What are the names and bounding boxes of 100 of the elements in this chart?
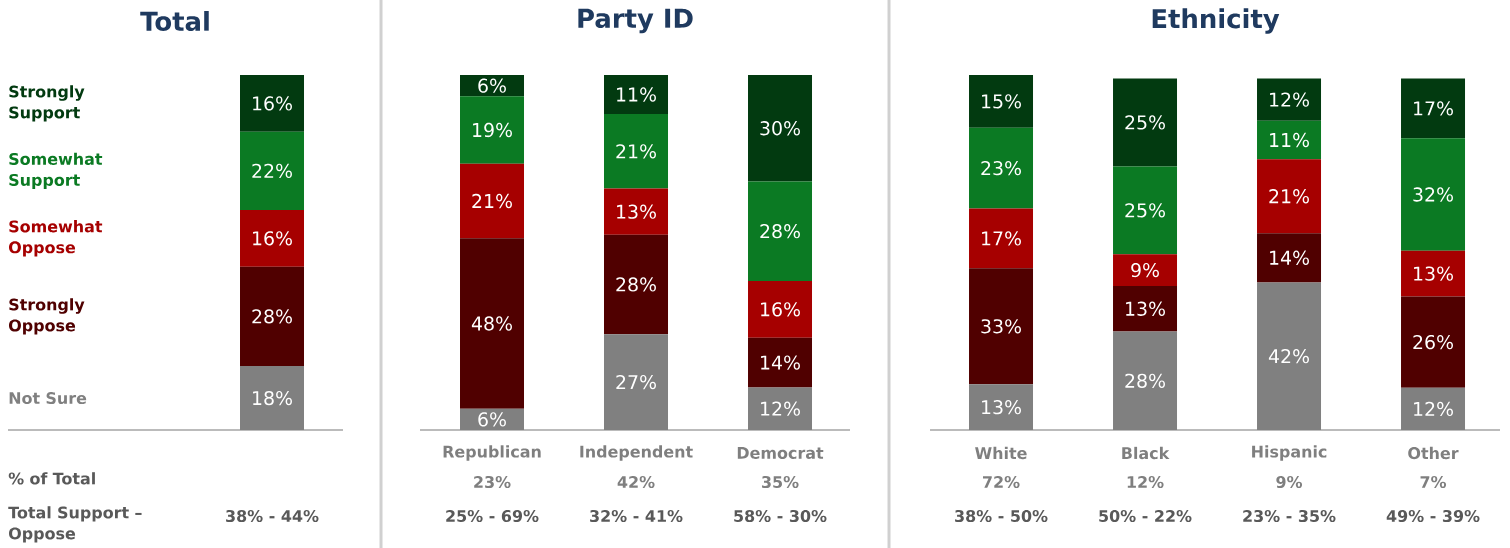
data-label: 21%	[472, 193, 512, 209]
bar	[748, 280, 813, 338]
bar	[460, 238, 524, 409]
bar	[969, 384, 1034, 430]
data-label: 28%	[252, 309, 292, 324]
data-label: 17%	[982, 231, 1021, 246]
bar	[969, 75, 1034, 128]
text: Somewhat Support	[9, 152, 103, 190]
bar	[748, 75, 813, 182]
data-label: 25%	[1125, 203, 1165, 218]
bar	[1257, 282, 1322, 430]
data-label: 42%	[1268, 349, 1309, 364]
x-tick-label: Black	[1122, 446, 1170, 460]
text: Strongly Support	[9, 85, 85, 122]
text: Not Sure	[9, 392, 87, 405]
text: 25% - 69%	[446, 509, 539, 523]
data-label: 26%	[1413, 334, 1453, 350]
data-label: 32%	[1413, 187, 1453, 202]
data-label: 21%	[616, 144, 656, 159]
x-tick-label: Republican	[443, 445, 541, 461]
bar	[604, 234, 669, 335]
bar	[1401, 250, 1466, 297]
data-label: 28%	[1125, 373, 1165, 388]
bar	[1113, 331, 1178, 430]
text: 9%	[1276, 475, 1303, 489]
text: 23% - 35%	[1243, 509, 1336, 523]
data-label: 30%	[760, 121, 800, 136]
bar	[1257, 159, 1322, 234]
data-label: 16%	[761, 302, 800, 317]
bar	[969, 208, 1034, 269]
bar	[748, 337, 813, 388]
chart-title: Ethnicity	[1152, 8, 1280, 34]
data-label: 23%	[981, 160, 1021, 176]
bar	[240, 209, 304, 267]
data-label: 12%	[761, 401, 800, 416]
bar	[460, 163, 524, 239]
bar	[1401, 78, 1466, 139]
bar	[1257, 78, 1322, 121]
bar	[460, 96, 524, 164]
data-label: 14%	[1270, 250, 1309, 265]
bar	[969, 268, 1034, 385]
data-label: 12%	[1414, 401, 1453, 417]
chart-title: Party ID	[578, 8, 693, 34]
bar	[748, 181, 813, 281]
chart-title: Total	[140, 10, 209, 32]
bar	[604, 114, 669, 189]
text: 49% - 39%	[1386, 509, 1480, 523]
x-tick-label: Independent	[580, 445, 693, 461]
text: 72%	[983, 475, 1020, 489]
text: 38% - 50%	[955, 509, 1048, 523]
bar	[240, 366, 304, 430]
data-label: 9%	[1131, 262, 1159, 278]
bar	[1257, 120, 1322, 160]
bar	[748, 387, 813, 430]
data-label: 13%	[617, 204, 656, 219]
text: Strongly Oppose	[9, 298, 85, 335]
x-tick-label: Hispanic	[1252, 445, 1327, 461]
text: 23%	[474, 475, 511, 489]
bar	[1113, 166, 1178, 255]
data-label: 13%	[982, 400, 1021, 415]
data-label: 25%	[1125, 115, 1165, 130]
x-tick-label: White	[975, 446, 1027, 460]
bar	[1113, 78, 1178, 167]
data-label: 13%	[1414, 266, 1453, 281]
data-label: 6%	[478, 78, 506, 93]
data-label: 28%	[616, 277, 656, 292]
data-label: 48%	[471, 316, 512, 331]
data-label: 28%	[760, 224, 800, 239]
text: 32% - 41%	[590, 509, 683, 523]
data-label: 15%	[982, 94, 1021, 109]
data-label: 16%	[253, 96, 292, 111]
data-label: 19%	[473, 122, 512, 138]
text: Total Support – Oppose	[8, 506, 142, 543]
data-label: 14%	[761, 355, 800, 370]
bar	[1401, 138, 1466, 251]
text: % of Total	[8, 472, 95, 485]
text: 58% - 30%	[734, 509, 827, 523]
text: 7%	[1420, 475, 1447, 489]
data-label: 27%	[616, 374, 656, 390]
data-label: 21%	[1269, 189, 1309, 204]
bar	[604, 334, 669, 430]
data-label: 11%	[617, 87, 656, 102]
data-label: 33%	[981, 319, 1021, 334]
data-label: 12%	[1270, 92, 1309, 107]
data-label: 18%	[253, 390, 292, 406]
bar	[240, 266, 304, 367]
data-label: 6%	[478, 412, 506, 427]
bar	[240, 131, 304, 210]
bar	[604, 75, 669, 115]
text: 12%	[1127, 475, 1164, 489]
text: 38% - 44%	[226, 509, 319, 523]
text: Somewhat Oppose	[9, 220, 103, 257]
bar	[604, 188, 669, 235]
bar	[1113, 254, 1178, 286]
x-tick-label: Democrat	[737, 447, 824, 459]
data-label: 11%	[1270, 132, 1309, 148]
x-tick-label: Other	[1408, 446, 1459, 460]
bar	[1401, 296, 1466, 388]
bar	[1113, 285, 1178, 332]
bar	[969, 127, 1034, 209]
